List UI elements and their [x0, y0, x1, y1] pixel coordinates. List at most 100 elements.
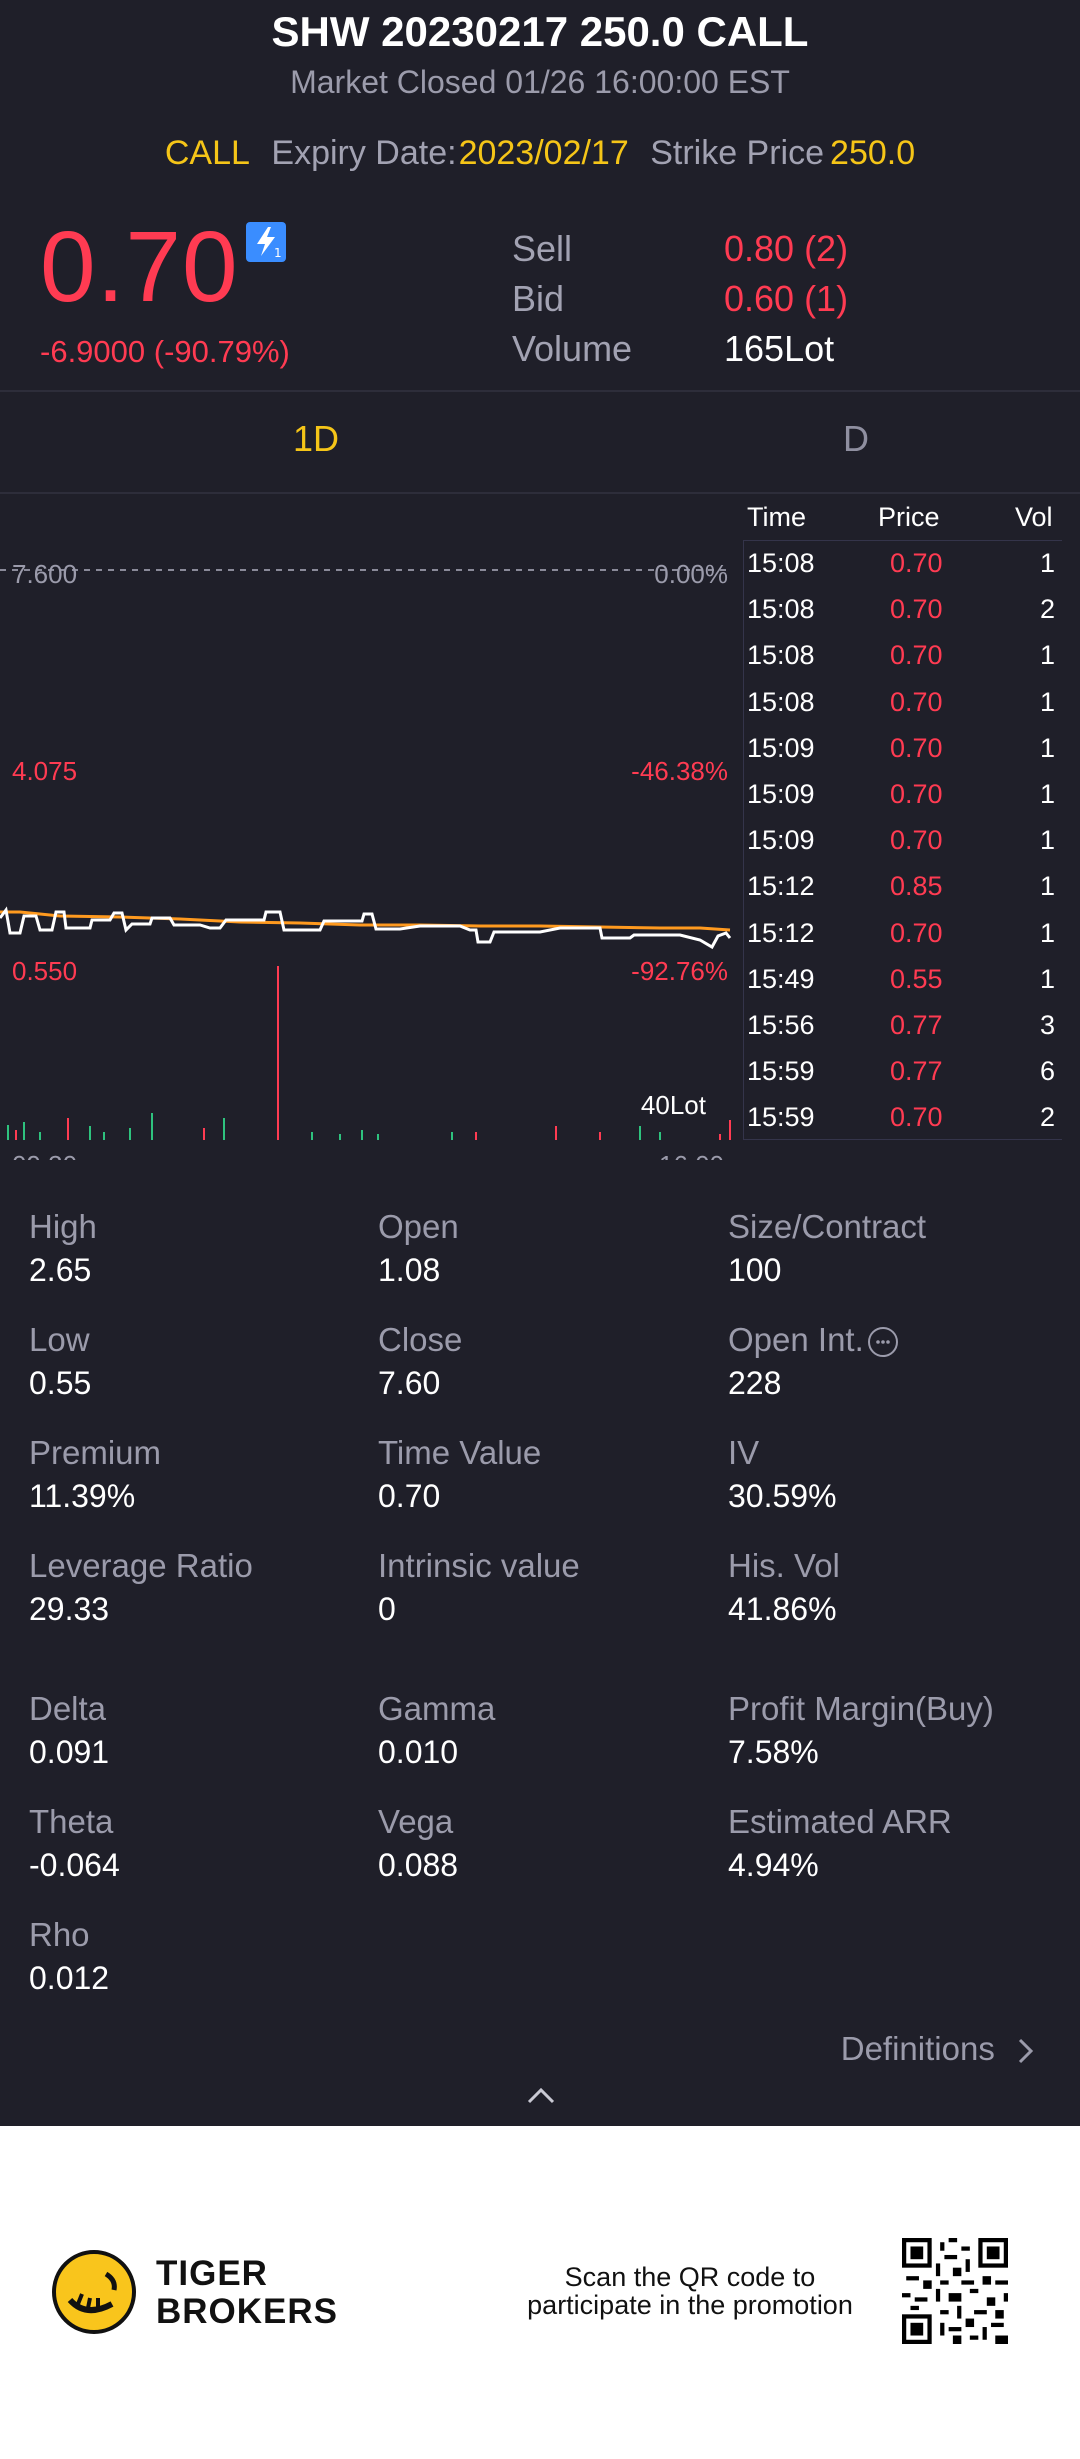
svg-text:1: 1	[274, 246, 282, 260]
stat-label-text: Leverage Ratio	[29, 1547, 253, 1584]
stat-value-close: 7.60	[378, 1365, 441, 1401]
trade-price: 0.70	[890, 594, 943, 625]
trade-row: 15:56 0.77 3	[745, 1006, 1055, 1052]
definitions-link[interactable]: Definitions	[841, 2030, 1036, 2068]
trade-row: 15:09 0.70 1	[745, 821, 1055, 867]
trade-row: 15:08 0.70 1	[745, 683, 1055, 729]
stat-label-text: Delta	[29, 1690, 107, 1727]
trade-price: 0.70	[890, 779, 943, 809]
trade-row: 15:12 0.70 1	[745, 914, 1055, 960]
divider	[0, 492, 1080, 494]
trades-header-time: Time	[747, 502, 806, 532]
more-info-icon[interactable]	[867, 1327, 898, 1358]
tab-1d[interactable]: 1D	[292, 418, 340, 459]
trade-time: 15:08	[747, 640, 815, 671]
stat-label-profit-margin-buy: Profit Margin(Buy)	[728, 1690, 994, 1728]
x-label-start: 09:30	[12, 1150, 77, 1160]
trade-row: 15:08 0.70 2	[745, 590, 1055, 636]
stat-value-open: 1.08	[378, 1252, 441, 1288]
stat-value-iv: 30.59%	[728, 1478, 837, 1514]
trade-price: 0.70	[890, 917, 943, 948]
trade-time: 15:56	[747, 1010, 815, 1040]
stat-label-theta: Theta	[29, 1803, 113, 1841]
stat-label-text: Gamma	[378, 1690, 496, 1727]
brand-line-2: BROKERS	[156, 2292, 339, 2331]
trade-time: 15:08	[747, 594, 815, 625]
stat-label-iv: IV	[728, 1434, 759, 1472]
page-title: SHW 20230217 250.0 CALL	[271, 8, 809, 55]
stat-value-size-contract: 100	[728, 1252, 782, 1288]
promo-text-1: Scan the QR code to	[564, 2262, 816, 2292]
trade-time: 15:59	[747, 1056, 815, 1087]
expiry-value: 2023/02/17	[458, 134, 629, 172]
collapse-button[interactable]	[526, 2072, 556, 2114]
brand-line-1: TIGER	[156, 2254, 268, 2293]
volume-label: Volume	[512, 328, 633, 369]
market-status: Market Closed 01/26 16:00:00 EST	[290, 64, 790, 100]
stat-value-leverage-ratio: 29.33	[29, 1591, 110, 1627]
qr-code-icon[interactable]	[902, 2238, 1008, 2344]
sell-label: Sell	[512, 228, 573, 269]
trade-vol: 2	[1039, 594, 1055, 625]
trade-vol: 2	[1039, 1102, 1055, 1133]
trade-row: 15:08 0.70 1	[745, 544, 1055, 590]
stat-label-text: Open Int.	[728, 1321, 864, 1358]
stat-label-text: Size/Contract	[728, 1208, 927, 1245]
trade-vol: 1	[1039, 548, 1055, 578]
stat-label-text: Time Value	[378, 1434, 542, 1471]
stat-label-text: Theta	[29, 1803, 114, 1840]
stat-value-profit-margin-buy: 7.58%	[728, 1734, 819, 1770]
tab-d[interactable]: D	[843, 418, 869, 459]
trade-vol: 1	[1039, 686, 1055, 717]
stat-label-size-contract: Size/Contract	[728, 1208, 926, 1246]
stat-label-premium: Premium	[29, 1434, 161, 1472]
trade-price: 0.70	[890, 1102, 943, 1133]
chevron-up-icon	[527, 2087, 555, 2104]
stat-label-time-value: Time Value	[378, 1434, 541, 1472]
price-change: -6.9000 (-90.79%)	[40, 334, 290, 369]
stat-label-rho: Rho	[29, 1916, 90, 1954]
chevron-right-icon	[1018, 2039, 1034, 2064]
trade-price: 0.70	[890, 825, 943, 856]
stat-label-low: Low	[29, 1321, 90, 1359]
volume-scale-label: 40Lot	[641, 1090, 707, 1120]
stat-value-intrinsic-value: 0	[378, 1591, 396, 1627]
y-label-mid: 4.075	[12, 756, 77, 786]
contract-info: CALL Expiry Date:2023/02/17 Strike Price…	[0, 134, 1080, 173]
expiry-label: Expiry Date:	[271, 134, 457, 172]
stat-value-high: 2.65	[29, 1252, 92, 1288]
pct-label-mid: -46.38%	[631, 756, 728, 786]
stat-label-text: Estimated ARR	[728, 1803, 952, 1840]
trade-vol: 1	[1039, 779, 1055, 809]
trade-vol: 1	[1039, 917, 1055, 948]
stat-label-text: Open	[378, 1208, 459, 1245]
trade-time: 15:09	[747, 779, 815, 809]
flash-icon[interactable]: 1	[246, 222, 286, 262]
definitions-label: Definitions	[840, 2030, 995, 2067]
promo-text-2: participate in the promotion	[527, 2290, 853, 2320]
stat-value-gamma: 0.010	[378, 1734, 459, 1770]
stat-value-delta: 0.091	[29, 1734, 110, 1770]
volume-bars	[7, 1113, 731, 1140]
stat-label-text: High	[29, 1208, 97, 1245]
trade-price: 0.70	[890, 640, 943, 671]
sell-value: 0.80 (2)	[724, 228, 849, 269]
trade-vol: 1	[1039, 963, 1055, 994]
trade-time: 15:08	[747, 686, 815, 717]
trade-vol: 1	[1039, 871, 1055, 902]
trade-row: 15:08 0.70 1	[745, 636, 1055, 682]
stat-label-text: Rho	[29, 1916, 90, 1953]
promo-footer	[0, 2126, 1080, 2459]
trade-time: 15:12	[747, 917, 815, 948]
intraday-chart[interactable]: 7.600 0.00% 4.075 -46.38% 0.550 -92.76% …	[0, 540, 736, 1160]
stat-label-open-int: Open Int.	[728, 1321, 898, 1359]
trade-row: 15:49 0.55 1	[745, 960, 1055, 1006]
trade-price: 0.55	[890, 963, 943, 994]
trade-vol: 3	[1039, 1010, 1055, 1040]
avg-price-line	[0, 910, 731, 932]
stat-label-gamma: Gamma	[378, 1690, 495, 1728]
trade-time: 15:08	[747, 548, 815, 578]
trade-row: 15:09 0.70 1	[745, 729, 1055, 775]
stat-label-intrinsic-value: Intrinsic value	[378, 1547, 580, 1585]
trades-list[interactable]	[743, 540, 1062, 1140]
